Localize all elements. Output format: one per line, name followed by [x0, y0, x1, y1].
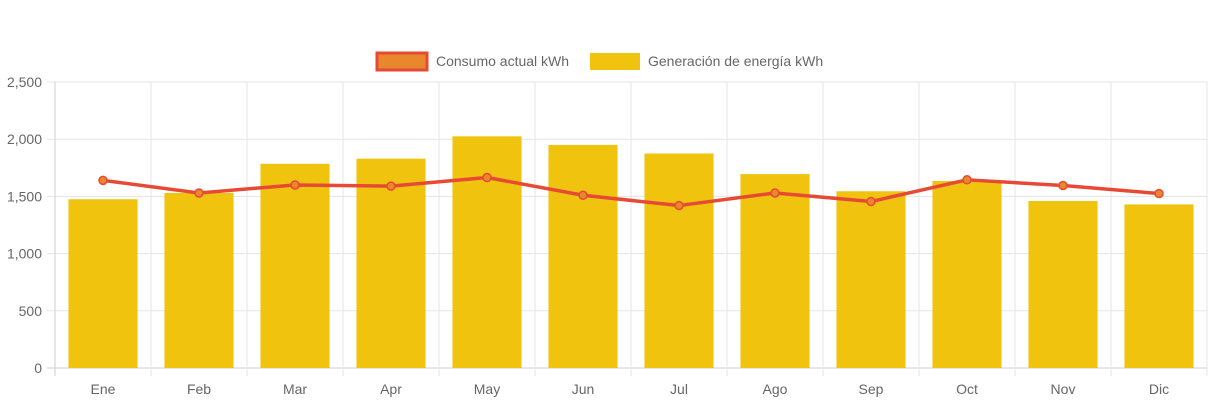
generation-bar-ene[interactable]: [68, 199, 138, 368]
consumption-point-may[interactable]: [482, 172, 492, 183]
consumption-point-dic[interactable]: [1154, 188, 1164, 199]
y-tick-label: 500: [19, 303, 43, 319]
x-tick-label: Ene: [91, 381, 116, 397]
consumption-point-jul[interactable]: [674, 200, 684, 211]
generation-bar-oct[interactable]: [932, 180, 1002, 368]
consumption-point-oct[interactable]: [962, 175, 972, 185]
generation-swatch: [590, 53, 640, 70]
x-tick-label: Apr: [380, 381, 402, 397]
legend-item-consumption[interactable]: Consumo actual kWh: [375, 51, 569, 72]
consumption-line-series: [98, 172, 1164, 211]
y-tick-label: 1,500: [7, 188, 42, 204]
generation-bar-jul[interactable]: [644, 153, 714, 369]
generation-bar-feb[interactable]: [164, 192, 234, 368]
consumption-swatch: [375, 51, 429, 72]
x-tick-label: Mar: [283, 381, 307, 397]
axes: 0 500 1,000 1,500 2,000 2,500 Ene Feb Mar Apr May J…: [7, 74, 1169, 397]
x-tick-label: Jun: [572, 381, 595, 397]
x-tick-label: Feb: [187, 381, 211, 397]
generation-bar-may[interactable]: [452, 136, 522, 368]
consumption-point-ene[interactable]: [98, 175, 108, 186]
generation-bar-mar[interactable]: [260, 163, 330, 368]
generation-bar-jun[interactable]: [548, 144, 618, 368]
y-tick-label: 0: [34, 360, 42, 376]
generation-bar-ago[interactable]: [740, 174, 810, 368]
legend-item-generation[interactable]: Generación de energía kWh: [590, 53, 823, 70]
grid-lines: [47, 81, 1208, 376]
x-tick-label: Jul: [670, 381, 688, 397]
legend: Consumo actual kWh Generación de energía…: [375, 51, 823, 72]
consumption-point-ago[interactable]: [770, 188, 780, 198]
generation-bar-nov[interactable]: [1028, 200, 1098, 368]
x-tick-label: May: [474, 381, 500, 397]
generation-bar-apr[interactable]: [356, 158, 426, 368]
generation-bars: [68, 136, 1194, 369]
consumption-point-apr[interactable]: [386, 181, 396, 191]
y-tick-label: 2,000: [7, 131, 42, 147]
x-tick-label: Sep: [859, 381, 884, 397]
consumption-point-sep[interactable]: [866, 196, 876, 207]
y-tick-label: 2,500: [7, 74, 42, 90]
x-tick-label: Ago: [763, 381, 788, 397]
y-tick-label: 1,000: [7, 246, 42, 262]
consumption-point-jun[interactable]: [578, 190, 588, 201]
x-tick-label: Nov: [1051, 381, 1076, 397]
consumption-point-feb[interactable]: [194, 188, 204, 198]
legend-label-generation: Generación de energía kWh: [648, 53, 823, 69]
legend-label-consumption: Consumo actual kWh: [436, 53, 569, 69]
generation-bar-sep[interactable]: [836, 191, 906, 368]
generation-bar-dic[interactable]: [1124, 204, 1194, 368]
consumption-point-mar[interactable]: [290, 180, 300, 190]
x-tick-label: Dic: [1149, 381, 1169, 397]
x-tick-label: Oct: [956, 381, 978, 397]
consumption-point-nov[interactable]: [1058, 180, 1068, 191]
consumption-line: [102, 175, 1160, 208]
